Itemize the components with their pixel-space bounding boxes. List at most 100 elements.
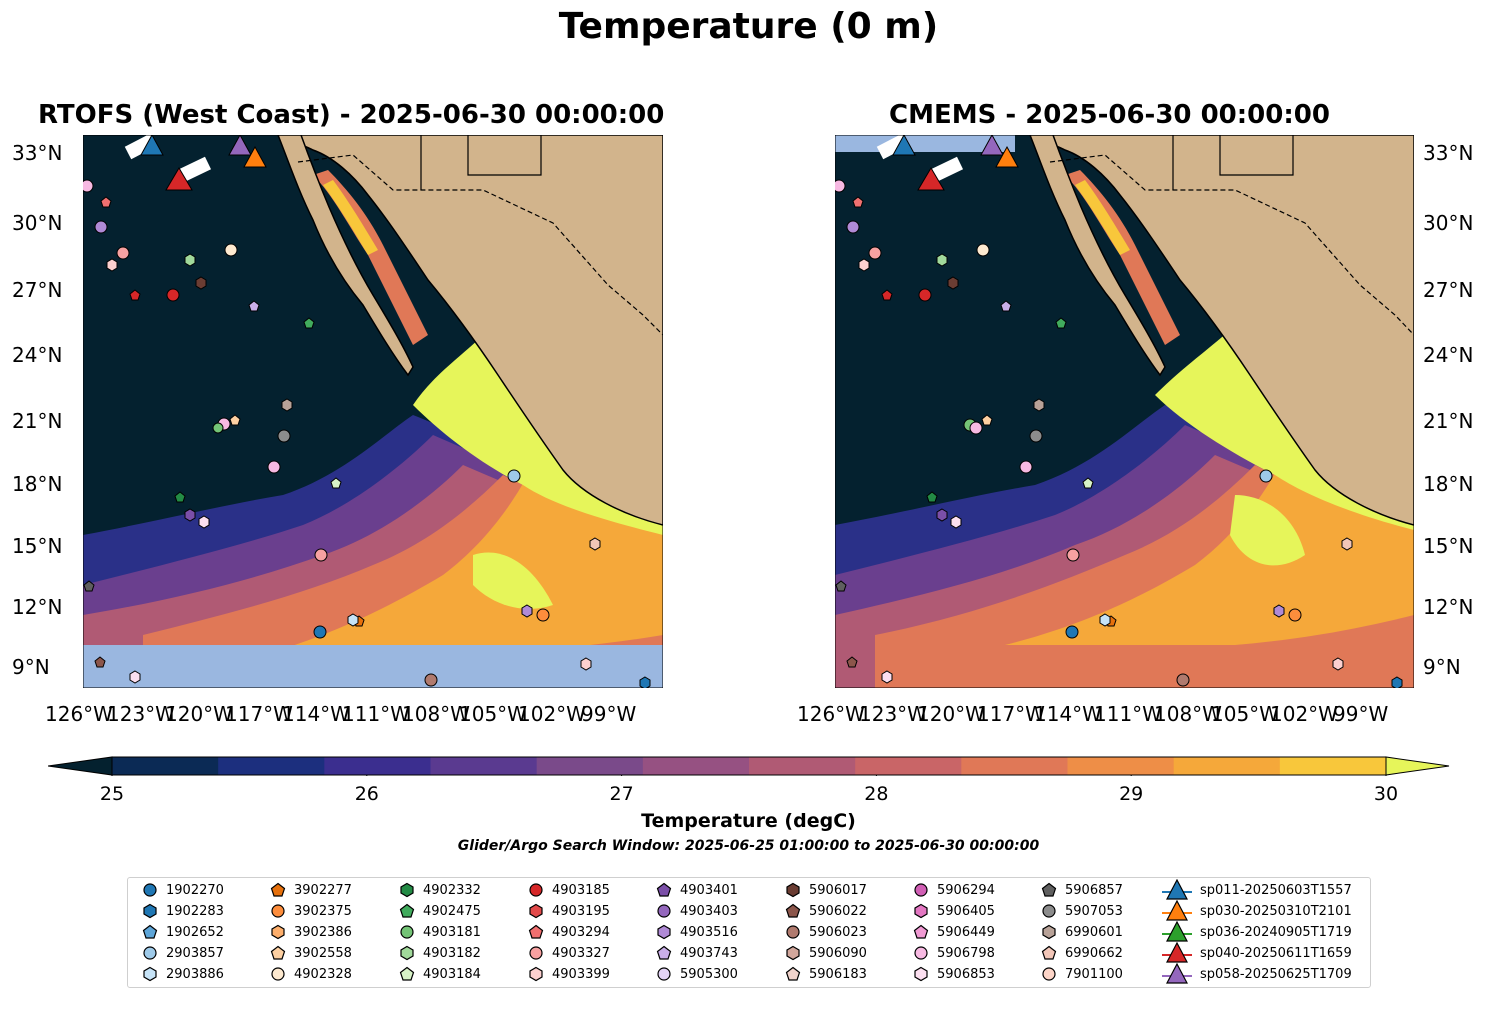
float-marker bbox=[174, 491, 186, 503]
lat-tick-label: 9°N bbox=[12, 655, 50, 679]
glider-marker bbox=[228, 135, 252, 156]
legend-label: 4902475 bbox=[423, 903, 481, 919]
lon-tick-label: 117°W bbox=[977, 702, 1045, 726]
legend: 1902270 1902283 1902652 2903857 2903886 39022… bbox=[127, 877, 1371, 988]
lon-tick-label: 117°W bbox=[225, 702, 293, 726]
float-marker bbox=[281, 398, 293, 412]
lat-tick-label: 21°N bbox=[1423, 409, 1474, 433]
legend-label: 4903182 bbox=[423, 945, 481, 961]
float-marker bbox=[507, 469, 521, 483]
float-marker bbox=[947, 276, 959, 290]
colorbar-tick-label: 26 bbox=[354, 783, 379, 805]
triangle-marker-icon bbox=[1162, 963, 1192, 984]
legend-label: 3902277 bbox=[294, 882, 352, 898]
legend-label: 5905300 bbox=[680, 966, 738, 982]
legend-entry: sp030-20250310T2101 bbox=[1162, 900, 1352, 922]
legend-label: 5907053 bbox=[1065, 903, 1123, 919]
float-marker bbox=[536, 608, 550, 622]
float-marker bbox=[83, 179, 94, 193]
legend-entry: sp058-20250625T1709 bbox=[1162, 963, 1352, 985]
legend-entry: 1902270 bbox=[142, 882, 224, 898]
pentagon-marker-icon bbox=[656, 945, 672, 960]
float-marker bbox=[100, 196, 112, 208]
lon-tick-label: 108°W bbox=[402, 702, 470, 726]
float-marker bbox=[166, 288, 180, 302]
float-marker bbox=[1332, 657, 1344, 671]
legend-entry: 4903399 bbox=[528, 966, 610, 982]
float-marker bbox=[521, 604, 533, 618]
legend-entry: 4903327 bbox=[528, 945, 610, 961]
float-marker bbox=[1273, 604, 1285, 618]
legend-entry: 3902558 bbox=[270, 945, 352, 961]
float-marker bbox=[347, 613, 359, 627]
pentagon-marker-icon bbox=[142, 924, 158, 939]
colorbar-segment bbox=[536, 757, 644, 775]
float-marker bbox=[846, 220, 860, 234]
hexagon-marker-icon bbox=[914, 966, 928, 982]
legend-entry: 7901100 bbox=[1041, 966, 1123, 982]
legend-entry: 4903516 bbox=[656, 924, 738, 940]
lat-tick-label: 15°N bbox=[12, 534, 63, 558]
hexagon-marker-icon bbox=[914, 903, 928, 919]
legend-entry: 5906449 bbox=[913, 924, 995, 940]
circle-marker-icon bbox=[271, 967, 285, 981]
legend-label: 4903195 bbox=[552, 903, 610, 919]
float-markers bbox=[83, 135, 651, 688]
legend-entry: 5906294 bbox=[913, 882, 995, 898]
lat-tick-label: 33°N bbox=[1423, 141, 1474, 165]
float-marker bbox=[1019, 460, 1033, 474]
glider-marker bbox=[980, 135, 1004, 156]
colorbar-segment bbox=[1067, 757, 1175, 775]
lat-tick-label: 12°N bbox=[1423, 595, 1474, 619]
colorbar-segment bbox=[324, 757, 431, 775]
colorbar bbox=[48, 756, 1450, 776]
float-marker bbox=[129, 289, 141, 301]
float-marker bbox=[83, 580, 95, 592]
float-marker bbox=[1055, 317, 1067, 329]
circle-marker-icon bbox=[914, 946, 928, 960]
colorbar-segment bbox=[642, 757, 750, 775]
hexagon-marker-icon bbox=[143, 966, 157, 982]
search-window-note: Glider/Argo Search Window: 2025-06-25 01… bbox=[457, 838, 1040, 854]
legend-entry: 4903182 bbox=[399, 945, 481, 961]
float-marker bbox=[1391, 676, 1403, 688]
colorbar-segment bbox=[1173, 757, 1281, 775]
lon-tick-label: 108°W bbox=[1154, 702, 1222, 726]
hexagon-marker-icon bbox=[400, 945, 414, 961]
hexagon-marker-icon bbox=[529, 903, 543, 919]
hexagon-marker-icon bbox=[400, 882, 414, 898]
triangle-marker-icon bbox=[1162, 879, 1192, 900]
lat-tick-label: 33°N bbox=[12, 141, 63, 165]
lon-tick-label: 114°W bbox=[1034, 702, 1102, 726]
lat-tick-label: 9°N bbox=[1423, 655, 1461, 679]
circle-marker-icon bbox=[529, 946, 543, 960]
legend-entry: 5906090 bbox=[785, 945, 867, 961]
glider-marker bbox=[243, 145, 267, 168]
circle-marker-icon bbox=[914, 883, 928, 897]
legend-entry: 4902475 bbox=[399, 903, 481, 919]
legend-label: 5906449 bbox=[937, 924, 995, 940]
float-marker bbox=[981, 414, 993, 426]
circle-marker-icon bbox=[657, 967, 671, 981]
map-title-rtofs: RTOFS (West Coast) - 2025-06-30 00:00:00 bbox=[38, 100, 665, 130]
legend-entry: 1902652 bbox=[142, 924, 224, 940]
float-marker bbox=[1176, 673, 1190, 687]
colorbar-tick-label: 28 bbox=[864, 783, 889, 805]
legend-entry: 3902277 bbox=[270, 882, 352, 898]
legend-label: 5906853 bbox=[937, 966, 995, 982]
legend-label: 4902332 bbox=[423, 882, 481, 898]
pentagon-marker-icon bbox=[528, 924, 544, 939]
lat-tick-label: 24°N bbox=[12, 343, 63, 367]
lon-tick-label: 126°W bbox=[797, 702, 865, 726]
glider-marker bbox=[917, 167, 945, 191]
lon-tick-label: 114°W bbox=[282, 702, 350, 726]
legend-label: 5906857 bbox=[1065, 882, 1123, 898]
legend-entry: 5906183 bbox=[785, 966, 867, 982]
lon-tick-label: 102°W bbox=[518, 702, 586, 726]
float-marker bbox=[303, 317, 315, 329]
hexagon-marker-icon bbox=[786, 882, 800, 898]
hexagon-marker-icon bbox=[657, 924, 671, 940]
circle-marker-icon bbox=[657, 904, 671, 918]
float-marker bbox=[313, 625, 327, 639]
colorbar-segment bbox=[112, 757, 219, 775]
